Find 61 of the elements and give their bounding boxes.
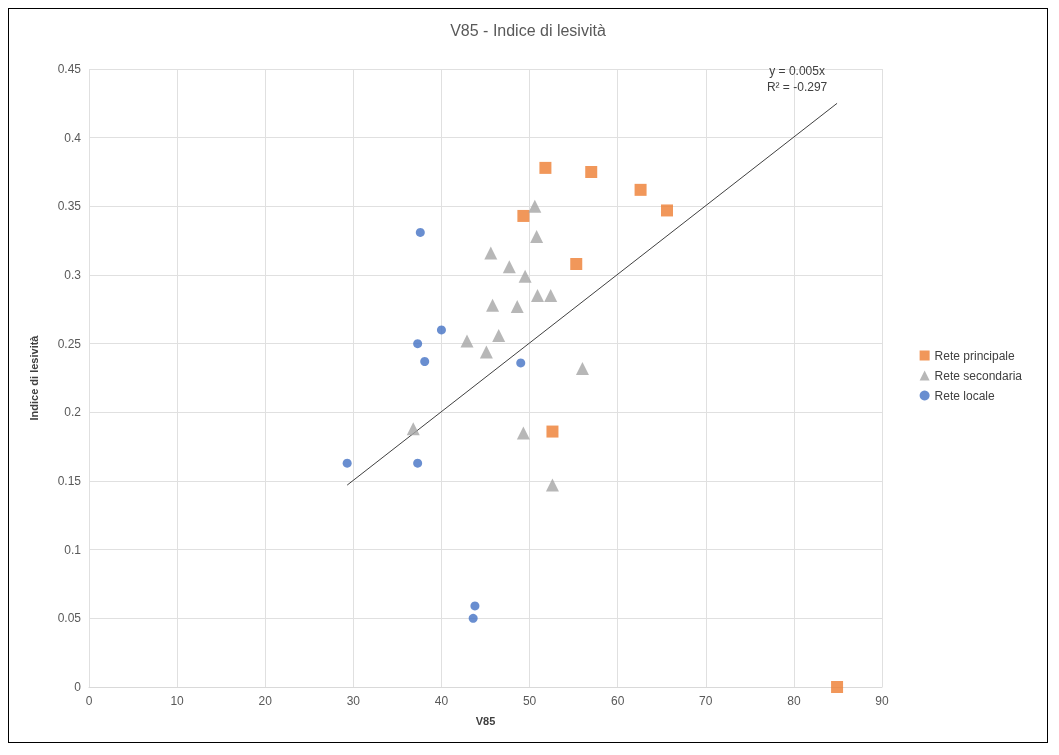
point <box>546 425 559 438</box>
point <box>502 260 516 274</box>
point <box>468 613 478 623</box>
x-tick-label: 10 <box>170 694 185 708</box>
point <box>545 478 559 492</box>
point <box>486 298 500 312</box>
y-tick-label: 0.2 <box>64 405 82 420</box>
point <box>530 289 544 303</box>
y-tick-label: 0.3 <box>64 268 82 282</box>
x-tick-label: 90 <box>875 694 889 708</box>
point <box>413 458 423 468</box>
point <box>831 681 844 693</box>
point <box>510 300 524 314</box>
x-tick-label: 60 <box>610 694 625 708</box>
y-tick-label: 0.05 <box>57 611 82 626</box>
point <box>420 357 430 367</box>
y-tick-label: 0.4 <box>64 130 82 145</box>
x-axis-title: V85 <box>475 714 496 727</box>
y-tick-label: 0.25 <box>57 336 82 351</box>
x-tick-label: 0 <box>85 694 93 708</box>
point <box>516 426 530 440</box>
y-tick-label: 0 <box>74 680 82 694</box>
chart-title: V85 - Indice di lesività <box>450 21 606 39</box>
point <box>539 161 552 174</box>
point <box>516 358 526 368</box>
point <box>436 325 446 335</box>
point <box>342 458 352 468</box>
point <box>413 339 423 349</box>
y-axis-title: Indice di lesività <box>27 334 40 421</box>
point <box>460 334 474 348</box>
x-tick-label: 70 <box>699 694 713 708</box>
annotation: R² = -0.297 <box>766 80 828 95</box>
point <box>470 601 480 611</box>
point <box>634 183 647 196</box>
point <box>518 269 532 283</box>
point <box>406 422 420 436</box>
point <box>530 230 544 244</box>
point <box>570 258 583 271</box>
y-tick-label: 0.1 <box>64 542 82 557</box>
x-tick-label: 20 <box>258 694 273 708</box>
point <box>492 328 506 342</box>
point <box>575 361 589 375</box>
point <box>585 166 598 178</box>
annotation: y = 0.005x <box>769 64 825 79</box>
y-tick-label: 0.15 <box>57 474 82 488</box>
legend-label: Rete principale <box>934 348 1015 363</box>
point <box>479 345 493 359</box>
point <box>544 289 558 303</box>
y-tick-label: 0.35 <box>57 199 82 214</box>
x-tick-label: 30 <box>346 694 361 708</box>
legend-label: Rete secondaria <box>934 368 1023 383</box>
point <box>661 204 674 217</box>
legend-label: Rete locale <box>934 388 995 403</box>
point <box>517 209 530 222</box>
x-tick-label: 50 <box>522 694 537 708</box>
point <box>528 199 542 213</box>
x-tick-label: 40 <box>434 694 449 708</box>
y-tick-label: 0.45 <box>57 62 82 76</box>
x-tick-label: 80 <box>787 694 801 708</box>
point <box>484 246 498 260</box>
point <box>415 227 425 237</box>
